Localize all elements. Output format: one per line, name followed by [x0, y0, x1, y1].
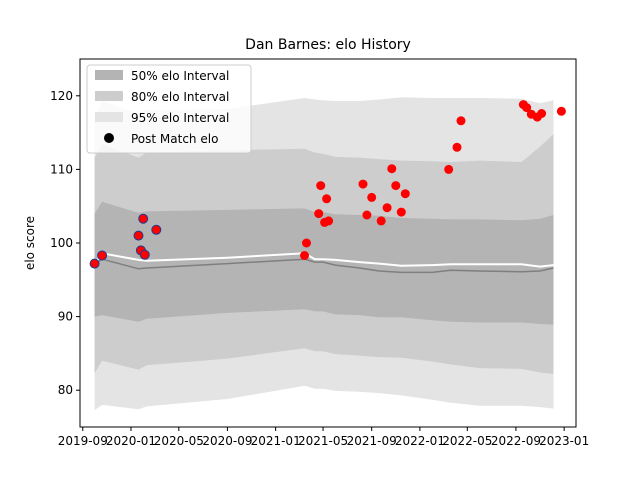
post-match-elo-point [97, 250, 108, 261]
legend-label-points: Post Match elo [131, 132, 218, 146]
legend-label-50: 50% elo Interval [131, 69, 229, 83]
x-tick-label: 2022-05 [442, 434, 492, 448]
x-tick-label: 2021-05 [298, 434, 348, 448]
y-tick-label: 90 [58, 310, 73, 324]
y-tick-label: 120 [50, 89, 73, 103]
post-match-elo-point [400, 189, 410, 199]
post-match-elo-point [367, 192, 377, 202]
y-axis: 80 90 100 110 120 [50, 89, 80, 397]
post-match-elo-point [444, 164, 454, 174]
post-match-elo-point [396, 207, 406, 217]
plot-area [79, 58, 577, 428]
x-tick-label: 2021-09 [347, 434, 397, 448]
post-match-elo-point [139, 249, 150, 260]
post-match-elo-point [89, 258, 100, 269]
post-match-elo-point [522, 103, 532, 113]
post-match-elo-point [314, 209, 324, 219]
interval-50-band [94, 201, 554, 325]
post-match-elo-point [537, 109, 547, 118]
x-tick-label: 2023-01 [539, 434, 589, 448]
y-tick-label: 100 [50, 236, 73, 250]
post-match-elo-point [387, 164, 397, 174]
x-tick-label: 2021-01 [251, 434, 301, 448]
x-tick-label: 2022-01 [395, 434, 445, 448]
post-match-elo-point [358, 179, 368, 189]
legend-label-95: 95% elo Interval [131, 111, 229, 125]
post-match-elo-point [362, 210, 372, 220]
legend-swatch-95 [95, 112, 123, 122]
post-match-elo-point [316, 181, 326, 191]
x-axis: 2019-092020-012020-052020-092021-012021-… [58, 427, 589, 448]
legend-box [86, 64, 252, 154]
x-tick-label: 2020-05 [154, 434, 204, 448]
legend-label-80: 80% elo Interval [131, 90, 229, 104]
post-match-elo-point [138, 213, 149, 224]
post-match-elo-point [456, 116, 466, 126]
post-match-elo-point [382, 203, 392, 213]
post-match-elo-point [452, 142, 462, 152]
post-match-elo-point [133, 230, 144, 241]
post-match-elo-point [322, 194, 332, 204]
mean-elo-line [93, 252, 554, 268]
x-tick-label: 2020-01 [106, 434, 156, 448]
legend-swatch-50 [95, 70, 123, 80]
legend-marker-points [104, 133, 114, 143]
y-tick-label: 80 [58, 383, 73, 397]
post-match-elo-point [302, 238, 311, 248]
x-tick-label: 2022-09 [491, 434, 541, 448]
post-match-elo-point [300, 251, 309, 260]
post-match-elo-point [324, 216, 334, 226]
chart-title: Dan Barnes: elo History [245, 37, 411, 53]
post-match-elo-point [376, 216, 386, 226]
x-tick-label: 2020-09 [202, 434, 252, 448]
legend-swatch-80 [95, 91, 123, 101]
post-match-elo-point [391, 181, 401, 191]
post-match-elo-point [151, 224, 162, 235]
legend: 50% elo Interval 80% elo Interval 95% el… [86, 64, 252, 154]
post-match-elo-point [556, 106, 566, 116]
median-elo-line [94, 258, 554, 274]
y-tick-label: 110 [50, 162, 73, 176]
y-axis-title: elo score [23, 216, 37, 270]
x-tick-label: 2019-09 [58, 434, 108, 448]
